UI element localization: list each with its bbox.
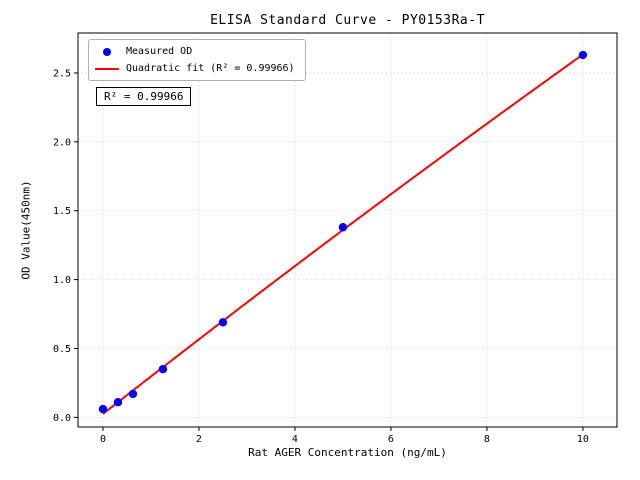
y-tick-label: 1.5 — [53, 206, 71, 217]
chart-title: ELISA Standard Curve - PY0153Ra-T — [210, 13, 485, 28]
y-tick-label: 0.5 — [53, 344, 71, 355]
y-tick-label: 2.5 — [53, 68, 71, 79]
quadratic-fit-line — [102, 53, 584, 415]
x-tick-label: 10 — [577, 434, 589, 445]
axes-box — [77, 32, 618, 428]
data-point — [113, 398, 123, 407]
y-tick-label: 1.0 — [53, 275, 71, 286]
legend-label-quadratic-fit: Quadratic fit (R² = 0.99966) — [126, 63, 295, 74]
legend-item-quadratic-fit: Quadratic fit (R² = 0.99966) — [95, 63, 295, 74]
legend-label-measured-od: Measured OD — [126, 46, 193, 57]
data-point — [218, 318, 228, 327]
x-tick-label: 6 — [388, 434, 394, 445]
y-tick-label: 0.0 — [53, 413, 71, 424]
data-point — [98, 404, 108, 414]
legend: Measured OD Quadratic fit (R² = 0.99966) — [88, 39, 306, 81]
scatter-points — [98, 50, 588, 414]
scatter-marker-icon — [103, 47, 111, 56]
grid-lines — [78, 33, 617, 427]
x-tick-label: 8 — [484, 434, 490, 445]
line-marker-icon — [95, 67, 119, 70]
legend-item-measured-od: Measured OD — [95, 46, 295, 57]
data-point — [128, 389, 138, 399]
y-axis-label: OD Value(450nm) — [19, 180, 33, 280]
r-squared-annotation: R² = 0.99966 — [96, 87, 192, 106]
x-tick-label: 0 — [100, 434, 106, 445]
data-point — [338, 223, 348, 232]
x-tick-label: 2 — [196, 434, 202, 445]
tick-labels: 0 2 4 6 8 10 0.0 0.5 1.0 1.5 2.0 2.5 — [53, 68, 589, 445]
y-tick-label: 2.0 — [53, 137, 71, 148]
data-point — [578, 50, 588, 60]
x-axis-label: Rat AGER Concentration (ng/mL) — [248, 446, 447, 459]
data-point — [158, 364, 168, 374]
x-tick-label: 4 — [292, 434, 298, 445]
tick-marks — [74, 72, 584, 431]
